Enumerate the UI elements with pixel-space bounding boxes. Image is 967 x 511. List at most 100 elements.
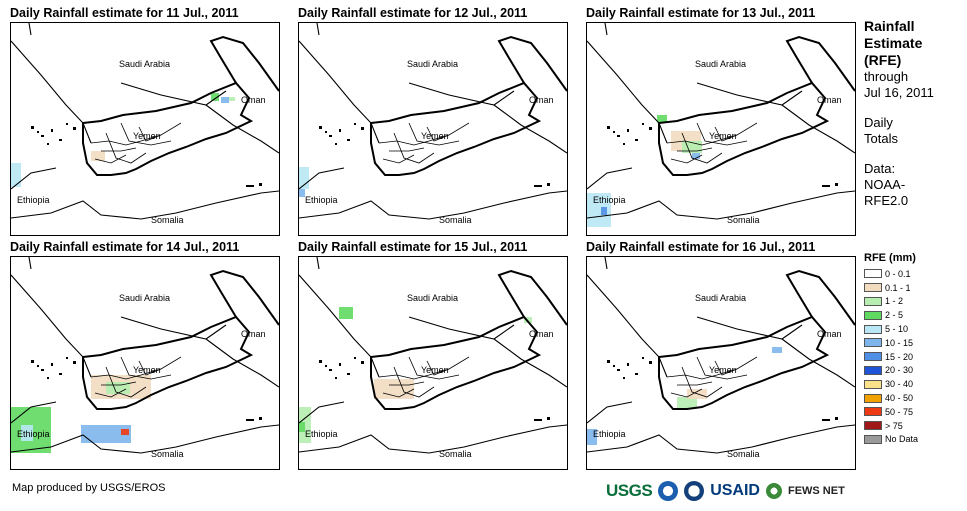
map-label-ethiopia: Ethiopia (593, 429, 626, 439)
map-label-somalia: Somalia (439, 449, 472, 459)
map-label-oman: Oman (241, 95, 266, 105)
map-panel-16jul: Daily Rainfall estimate for 16 Jul., 201… (586, 240, 856, 470)
legend-label: 15 - 20 (885, 351, 914, 362)
rainfall-patch (21, 425, 33, 441)
legend-label: 20 - 30 (885, 365, 914, 376)
legend-item: > 75 (864, 419, 964, 433)
fews-net-logo: FEWS NET (787, 485, 845, 497)
legend-swatch (864, 365, 882, 375)
rainfall-patch (524, 317, 532, 323)
map-label-ethiopia: Ethiopia (593, 195, 626, 205)
map-label-somalia: Somalia (151, 215, 184, 225)
legend-item: 20 - 30 (864, 364, 964, 378)
map-panel-15jul: Daily Rainfall estimate for 15 Jul., 201… (298, 240, 568, 470)
map-label-saudi-arabia: Saudi Arabia (119, 293, 170, 303)
map-label-oman: Oman (241, 329, 266, 339)
panel-title: Daily Rainfall estimate for 12 Jul., 201… (298, 6, 528, 20)
legend-swatch (864, 324, 882, 334)
legend-item: 5 - 10 (864, 322, 964, 336)
legend-label: 0 - 0.1 (885, 268, 911, 279)
rainfall-patch (91, 151, 105, 161)
rainfall-patch (657, 115, 667, 123)
legend-swatch (864, 310, 882, 320)
side-title-line1: Rainfall (864, 18, 915, 34)
legend-item: 0.1 - 1 (864, 281, 964, 295)
map-label-ethiopia: Ethiopia (17, 429, 50, 439)
rainfall-patch (229, 97, 235, 101)
map-label-saudi-arabia: Saudi Arabia (407, 293, 458, 303)
rainfall-patch (299, 189, 305, 197)
map-label-yemen: Yemen (709, 365, 737, 375)
map-label-ethiopia: Ethiopia (305, 429, 338, 439)
map-label-yemen: Yemen (421, 131, 449, 141)
rainfall-patch (11, 163, 21, 187)
legend-swatch (864, 434, 882, 444)
logo-strip: USGS USAID FEWS NET (606, 478, 845, 504)
side-data-source1: NOAA- (864, 177, 906, 192)
side-totals: Totals (864, 131, 898, 146)
legend-swatch (864, 338, 882, 348)
legend-label: 5 - 10 (885, 324, 909, 335)
legend-item: 40 - 50 (864, 391, 964, 405)
legend-swatch (864, 296, 882, 306)
legend-swatch (864, 407, 882, 417)
map-label-oman: Oman (529, 329, 554, 339)
legend-item: 0 - 0.1 (864, 267, 964, 281)
panel-title: Daily Rainfall estimate for 11 Jul., 201… (10, 6, 239, 20)
map-label-oman: Oman (817, 95, 842, 105)
rainfall-map: Saudi Arabia Oman Yemen Ethiopia Somalia (10, 256, 280, 470)
fews-net-icon (765, 483, 782, 499)
legend-label: > 75 (885, 420, 903, 431)
rainfall-patch (692, 153, 700, 159)
rainfall-map: Saudi Arabia Oman Yemen Ethiopia Somalia (586, 256, 856, 470)
map-label-ethiopia: Ethiopia (305, 195, 338, 205)
legend-label: 50 - 75 (885, 406, 914, 417)
legend-item: No Data (864, 433, 964, 447)
map-description: Rainfall Estimate (RFE) through Jul 16, … (864, 18, 964, 209)
legend-title: RFE (mm) (864, 252, 916, 264)
legend-item: 10 - 15 (864, 336, 964, 350)
legend-item: 1 - 2 (864, 295, 964, 309)
side-title-line3: (RFE) (864, 52, 902, 68)
legend-swatch (864, 379, 882, 389)
usgs-logo: USGS (606, 481, 653, 500)
noaa-seal-icon (658, 481, 679, 501)
legend-label: 1 - 2 (885, 296, 904, 307)
panel-title: Daily Rainfall estimate for 15 Jul., 201… (298, 240, 528, 254)
map-panel-12jul: Daily Rainfall estimate for 12 Jul., 201… (298, 6, 568, 236)
rainfall-patch (339, 307, 353, 319)
map-label-somalia: Somalia (151, 449, 184, 459)
legend-swatch (864, 269, 882, 279)
panel-title: Daily Rainfall estimate for 16 Jul., 201… (586, 240, 816, 254)
legend-swatch (864, 393, 882, 403)
rainfall-map: Saudi Arabia Oman Yemen Ethiopia Somalia (298, 256, 568, 470)
rainfall-patch (587, 429, 597, 445)
map-panel-13jul: Daily Rainfall estimate for 13 Jul., 201… (586, 6, 856, 236)
map-label-saudi-arabia: Saudi Arabia (407, 59, 458, 69)
legend-label: 2 - 5 (885, 310, 904, 321)
legend-label: 10 - 15 (885, 337, 914, 348)
map-panel-11jul: Daily Rainfall estimate for 11 Jul., 201… (10, 6, 280, 236)
rainfall-patch (299, 422, 305, 432)
legend-item: 30 - 40 (864, 377, 964, 391)
map-label-somalia: Somalia (727, 449, 760, 459)
panel-title: Daily Rainfall estimate for 14 Jul., 201… (10, 240, 240, 254)
map-label-ethiopia: Ethiopia (17, 195, 50, 205)
rainfall-patch (81, 425, 131, 443)
map-credit: Map produced by USGS/EROS (12, 482, 166, 494)
map-label-yemen: Yemen (709, 131, 737, 141)
map-panel-14jul: Daily Rainfall estimate for 14 Jul., 201… (10, 240, 280, 470)
rainfall-patch (601, 207, 607, 215)
side-title-line2: Estimate (864, 35, 923, 51)
legend-swatch (864, 352, 882, 362)
legend-item: 50 - 75 (864, 405, 964, 419)
side-data-label: Data: (864, 161, 896, 176)
map-label-somalia: Somalia (439, 215, 472, 225)
map-label-oman: Oman (529, 95, 554, 105)
legend-label: 30 - 40 (885, 379, 914, 390)
legend-label: 0.1 - 1 (885, 282, 911, 293)
legend-item: 15 - 20 (864, 350, 964, 364)
map-label-yemen: Yemen (133, 365, 161, 375)
map-label-somalia: Somalia (727, 215, 760, 225)
usaid-logo: USAID (710, 482, 760, 499)
